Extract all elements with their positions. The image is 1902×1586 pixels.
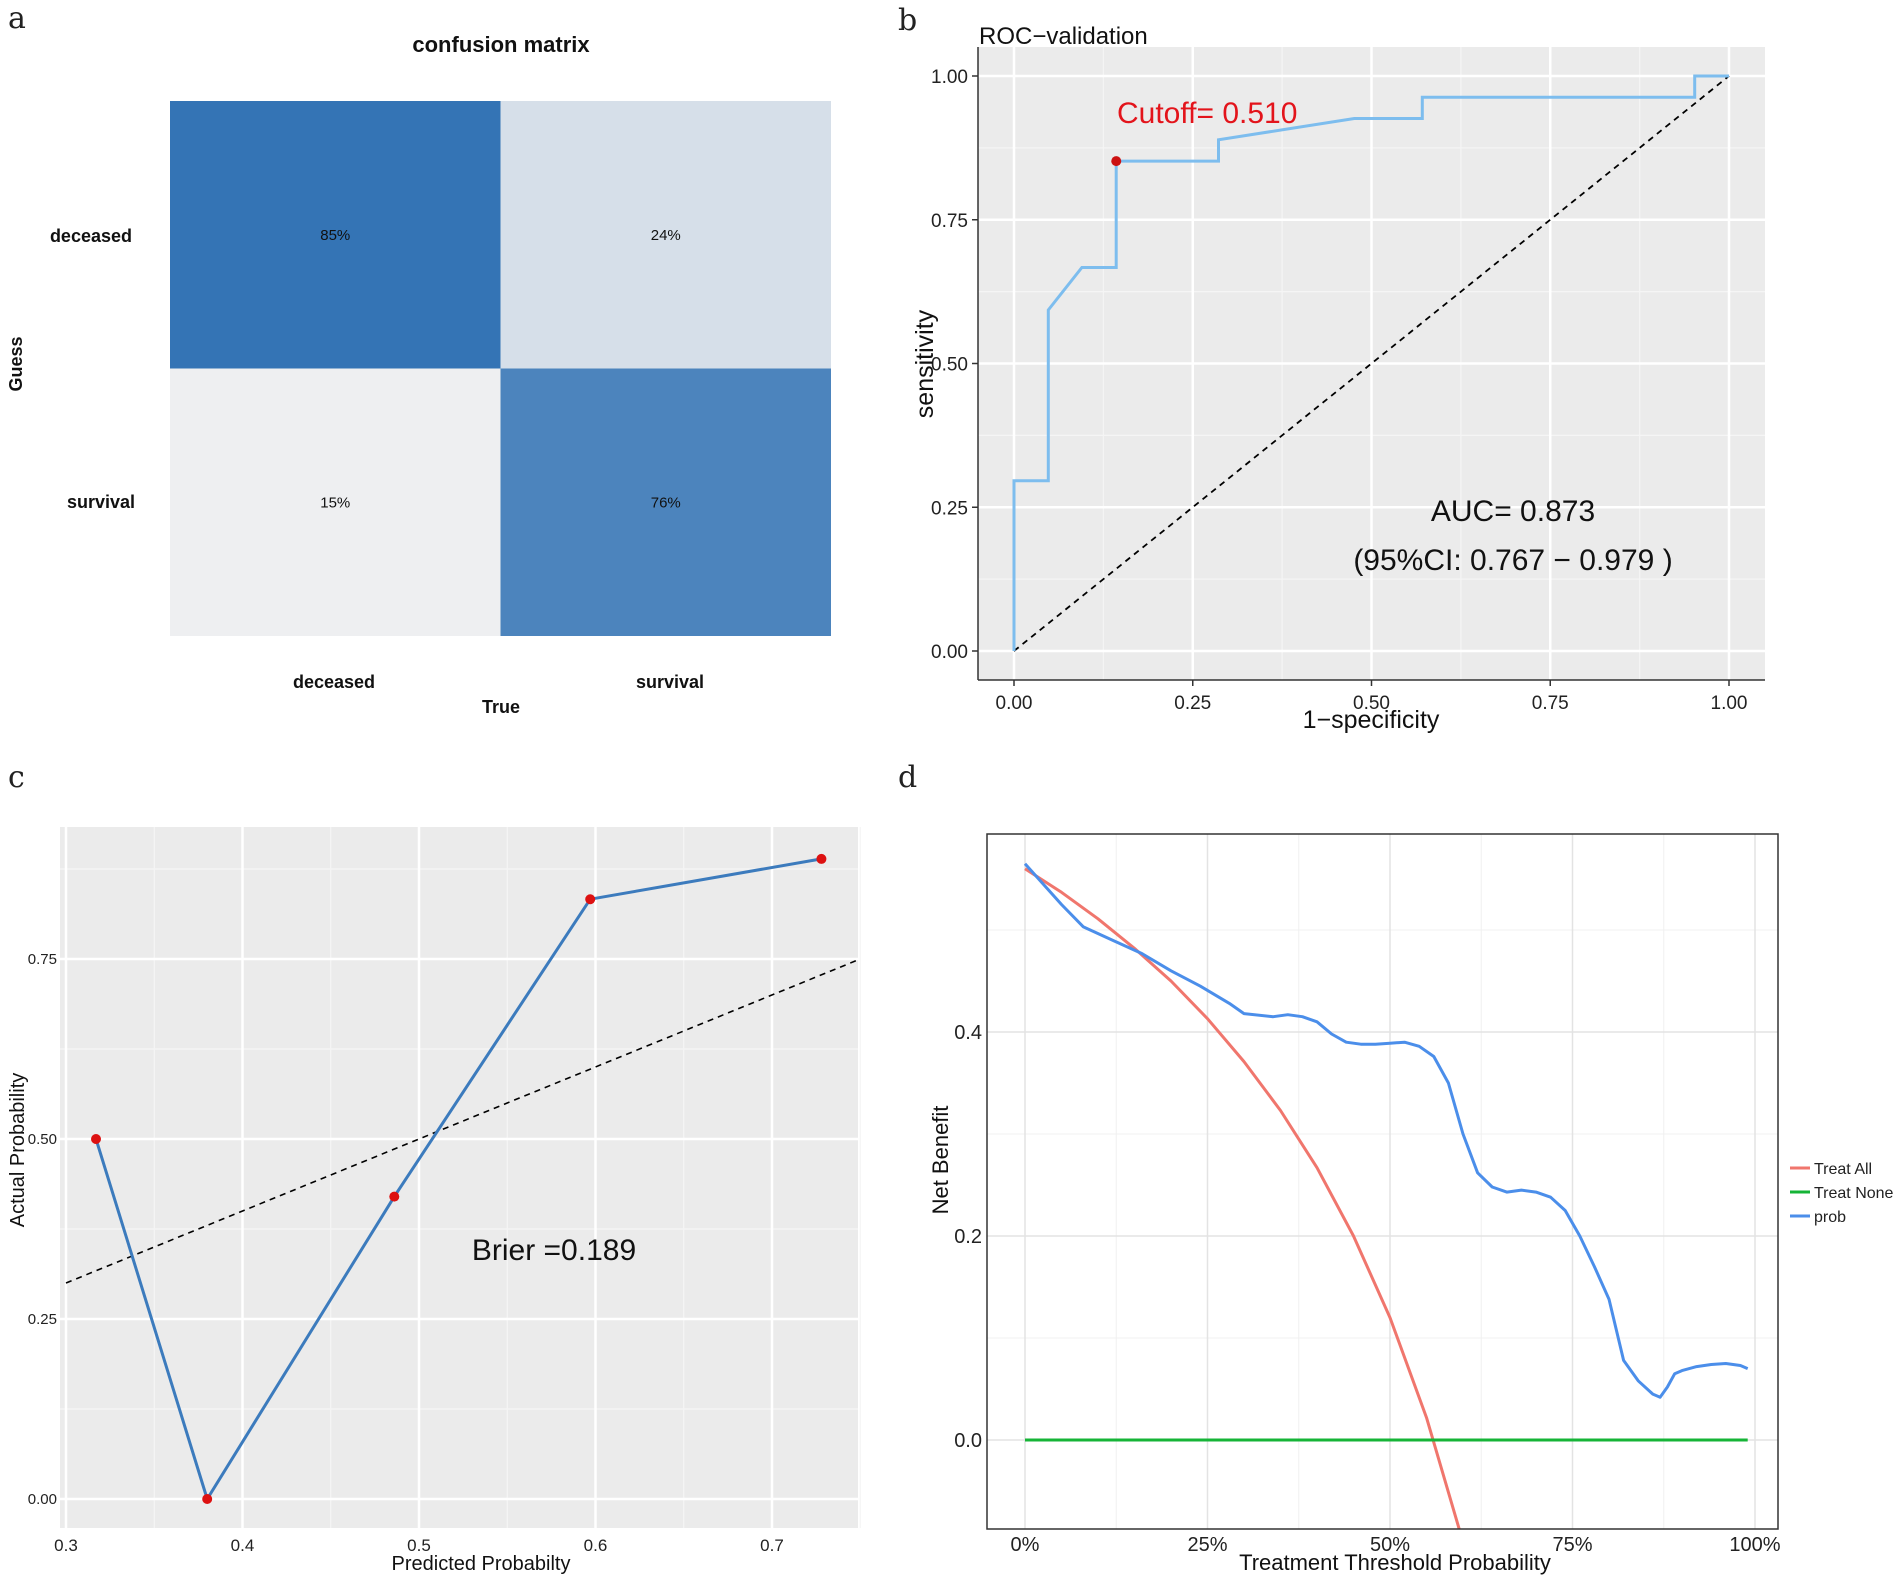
confusion-matrix-col-label-deceased: deceased — [293, 672, 375, 692]
calibration-tick-label-x: 0.3 — [54, 1536, 78, 1555]
roc-title: ROC−validation — [979, 23, 1148, 50]
roc-cutoff-label: Cutoff= 0.510 — [1117, 97, 1297, 130]
calibration-point — [202, 1494, 213, 1504]
dca-legend-label: Treat All — [1814, 1161, 1872, 1178]
roc-curve — [1012, 74, 1729, 651]
dca-legend-label: prob — [1814, 1209, 1846, 1226]
confusion-cell-deceased-survival — [500, 101, 831, 369]
roc-tick-label-x: 0.75 — [1532, 693, 1569, 714]
dca-legend: Treat All Treat None prob — [1790, 1161, 1894, 1226]
dca-plot-background — [987, 834, 1778, 1529]
dca-tick-label-x: 100% — [1729, 1534, 1780, 1556]
dca-legend-label: Treat None — [1814, 1185, 1894, 1202]
calibration-brier-label: Brier =0.189 — [472, 1234, 636, 1267]
confusion-matrix-ylabel: Guess — [6, 336, 26, 391]
roc-tick-label-y: 0.25 — [931, 498, 968, 519]
confusion-cell-survival-deceased — [170, 368, 501, 636]
roc-cutoff-point — [1111, 156, 1122, 167]
confusion-cell-deceased-deceased — [170, 101, 501, 369]
dca-tick-label-y: 0.0 — [954, 1430, 982, 1452]
dca-tick-label-y: 0.2 — [954, 1226, 982, 1248]
roc-tick-label-y: 1.00 — [931, 67, 968, 88]
calibration-tick-label-y: 0.25 — [28, 1311, 57, 1328]
confusion-cell-label: 76% — [651, 494, 681, 511]
confusion-matrix-row-label-deceased: deceased — [50, 226, 132, 246]
confusion-matrix-title: confusion matrix — [412, 32, 590, 57]
roc-tick-label-x: 0.00 — [996, 693, 1033, 714]
confusion-cell-label: 15% — [320, 494, 350, 511]
panel-letter-a: a — [8, 1, 26, 36]
confusion-cell-label: 85% — [320, 227, 350, 244]
roc-tick-label-y: 0.00 — [931, 642, 968, 663]
decision-curve-panel: 0% 25% 50% 75% 100% 0.0 0.2 0.4 Treatment Thres… — [928, 833, 1894, 1575]
confusion-matrix-xlabel: True — [482, 697, 520, 717]
dca-series-group — [1023, 862, 1749, 1529]
roc-ci-label: (95%CI: 0.767 − 0.979 ) — [1353, 544, 1672, 577]
confusion-matrix-row-label-survival: survival — [67, 492, 135, 512]
panel-letter-b: b — [898, 3, 917, 38]
roc-auc-label: AUC= 0.873 — [1431, 495, 1595, 528]
roc-reference-line — [1013, 75, 1730, 652]
panel-letter-c: c — [8, 760, 25, 795]
dca-tick-label-y: 0.4 — [954, 1022, 982, 1044]
calibration-tick-label-x: 0.4 — [231, 1536, 255, 1555]
confusion-matrix-col-label-survival: survival — [636, 672, 704, 692]
dca-treat-all-line — [1024, 867, 1461, 1529]
dca-xlabel: Treatment Threshold Probability — [1239, 1550, 1551, 1575]
roc-tick-label-y: 0.75 — [931, 211, 968, 232]
calibration-xlabel: Predicted Probabilty — [392, 1553, 571, 1575]
confusion-cell-survival-survival — [500, 368, 831, 636]
calibration-point — [816, 853, 827, 864]
roc-xlabel: 1−specificity — [1303, 706, 1440, 734]
calibration-tick-label-x: 0.5 — [407, 1536, 431, 1555]
calibration-tick-label-y: 0.75 — [28, 951, 57, 968]
roc-ylabel: sensitivity — [911, 309, 939, 418]
dca-tick-label-x: 50% — [1370, 1534, 1410, 1556]
calibration-point — [389, 1191, 400, 1202]
calibration-point — [91, 1134, 102, 1144]
roc-tick-label-x: 0.50 — [1353, 693, 1390, 714]
confusion-matrix-panel: confusion matrix Guess True deceased sur… — [6, 32, 831, 717]
roc-tick-label-y: 0.50 — [931, 355, 968, 376]
dca-plot-border — [986, 833, 1779, 1530]
calibration-tick-label-x: 0.6 — [584, 1536, 608, 1555]
calibration-tick-label-y: 0.50 — [28, 1131, 57, 1148]
calibration-ylabel: Actual Probability — [7, 1073, 29, 1228]
roc-panel: ROC−validation 0.00 0.25 0.50 0.75 1.00 0.00 0… — [911, 23, 1765, 734]
dca-tick-label-x: 0% — [1011, 1534, 1040, 1556]
calibration-tick-label-y: 0.00 — [28, 1491, 57, 1508]
confusion-cell-label: 24% — [651, 227, 681, 244]
panel-letter-d: d — [898, 760, 917, 795]
dca-tick-label-x: 75% — [1552, 1534, 1592, 1556]
calibration-point — [585, 894, 596, 905]
dca-ylabel: Net Benefit — [928, 1106, 953, 1215]
dca-tick-label-x: 25% — [1187, 1534, 1227, 1556]
calibration-panel: 0.3 0.4 0.5 0.6 0.7 0.00 0.25 0.50 0.75 Brier =0… — [7, 827, 861, 1575]
roc-tick-label-x: 0.25 — [1174, 693, 1211, 714]
calibration-plot-background — [60, 827, 858, 1528]
calibration-tick-label-x: 0.7 — [760, 1536, 784, 1555]
dca-prob-line — [1023, 862, 1749, 1399]
roc-tick-label-x: 1.00 — [1711, 693, 1748, 714]
